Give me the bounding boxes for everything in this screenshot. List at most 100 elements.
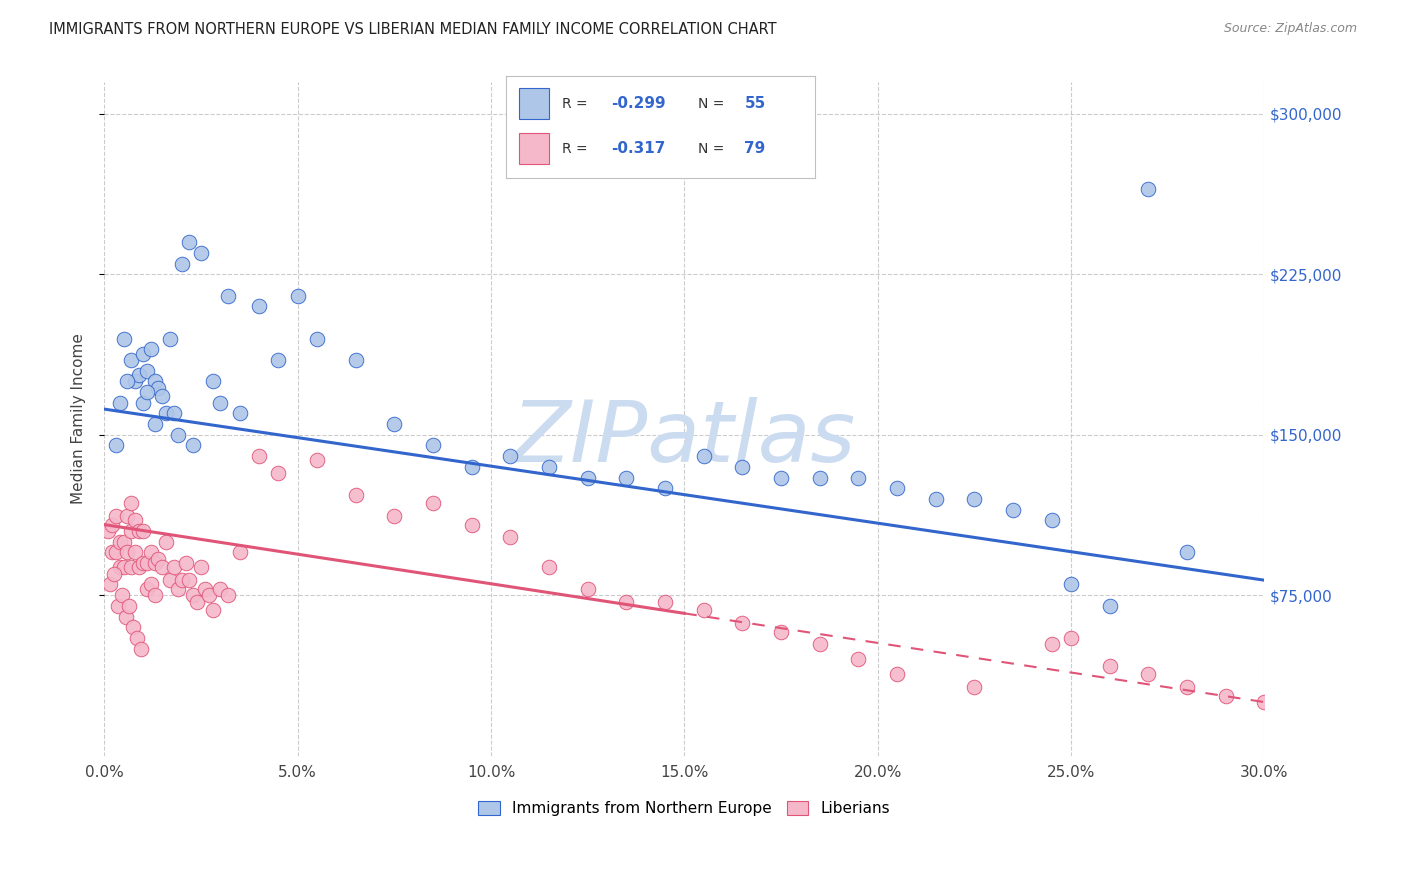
Point (963, 491, 986, 506)
Point (104, 509, 127, 524)
Text: ZIPatlas: ZIPatlas (512, 398, 856, 481)
Point (159, 332, 181, 346)
Point (103, 566, 125, 581)
Point (1040, 637, 1063, 651)
Point (117, 509, 139, 524)
Point (731, 615, 754, 630)
Point (166, 427, 188, 442)
Text: 55: 55 (744, 96, 766, 111)
Bar (519, 88, 550, 119)
Point (305, 332, 328, 346)
Point (576, 582, 599, 596)
Point (190, 246, 212, 260)
Point (963, 680, 986, 694)
Point (808, 637, 831, 651)
Point (120, 352, 142, 367)
Point (107, 599, 129, 613)
Point (848, 470, 870, 484)
Point (132, 524, 155, 538)
Point (112, 332, 135, 346)
Point (422, 438, 444, 452)
Point (422, 496, 444, 510)
Point (692, 603, 714, 617)
Point (654, 481, 676, 495)
Point (120, 496, 142, 510)
Text: N =: N = (697, 142, 724, 155)
Point (1040, 513, 1063, 527)
Point (247, 300, 270, 314)
Point (1098, 599, 1121, 613)
Text: N =: N = (697, 96, 724, 111)
Point (181, 588, 204, 602)
Point (201, 374, 224, 388)
Point (344, 488, 367, 502)
Point (228, 406, 250, 420)
Point (128, 368, 150, 382)
Point (111, 588, 134, 602)
Point (228, 545, 250, 559)
Point (174, 556, 197, 570)
Point (1215, 689, 1237, 703)
Point (128, 524, 150, 538)
Point (267, 467, 290, 481)
Point (179, 573, 201, 587)
Point (886, 667, 908, 681)
Point (112, 534, 135, 549)
Text: 79: 79 (744, 141, 766, 156)
Point (1060, 631, 1083, 645)
Point (132, 556, 155, 570)
Point (132, 346, 155, 360)
Point (197, 588, 219, 602)
Point (129, 641, 152, 656)
Point (117, 545, 139, 559)
Point (101, 545, 124, 559)
Point (139, 577, 162, 591)
Point (120, 560, 142, 574)
Point (1060, 577, 1083, 591)
Text: Source: ZipAtlas.com: Source: ZipAtlas.com (1223, 22, 1357, 36)
Point (201, 603, 224, 617)
Point (112, 560, 135, 574)
Point (101, 517, 124, 532)
Point (247, 449, 270, 463)
Point (886, 481, 908, 495)
Point (150, 560, 173, 574)
Text: R =: R = (562, 96, 588, 111)
Point (1098, 658, 1121, 673)
Point (217, 289, 239, 303)
Point (209, 395, 232, 409)
Point (186, 594, 208, 608)
Point (155, 406, 177, 420)
Point (209, 582, 232, 596)
Point (1175, 545, 1198, 559)
Point (460, 517, 482, 532)
Point (135, 582, 157, 596)
Point (770, 470, 793, 484)
Point (135, 384, 157, 399)
Text: R =: R = (562, 142, 588, 155)
Point (97, 524, 120, 538)
Point (150, 389, 173, 403)
Point (181, 438, 204, 452)
Point (159, 573, 181, 587)
Point (132, 395, 155, 409)
Point (104, 545, 127, 559)
Point (731, 459, 754, 474)
Point (925, 491, 948, 506)
Point (143, 374, 166, 388)
Point (654, 594, 676, 608)
Point (143, 556, 166, 570)
Point (305, 453, 328, 467)
Point (1137, 182, 1160, 196)
Point (108, 534, 131, 549)
Point (143, 417, 166, 431)
Point (190, 560, 212, 574)
Point (194, 582, 217, 596)
Point (98, 577, 121, 591)
Point (170, 257, 193, 271)
Point (287, 289, 309, 303)
Point (537, 560, 560, 574)
Point (217, 588, 239, 602)
Point (1253, 695, 1275, 709)
Point (267, 352, 290, 367)
